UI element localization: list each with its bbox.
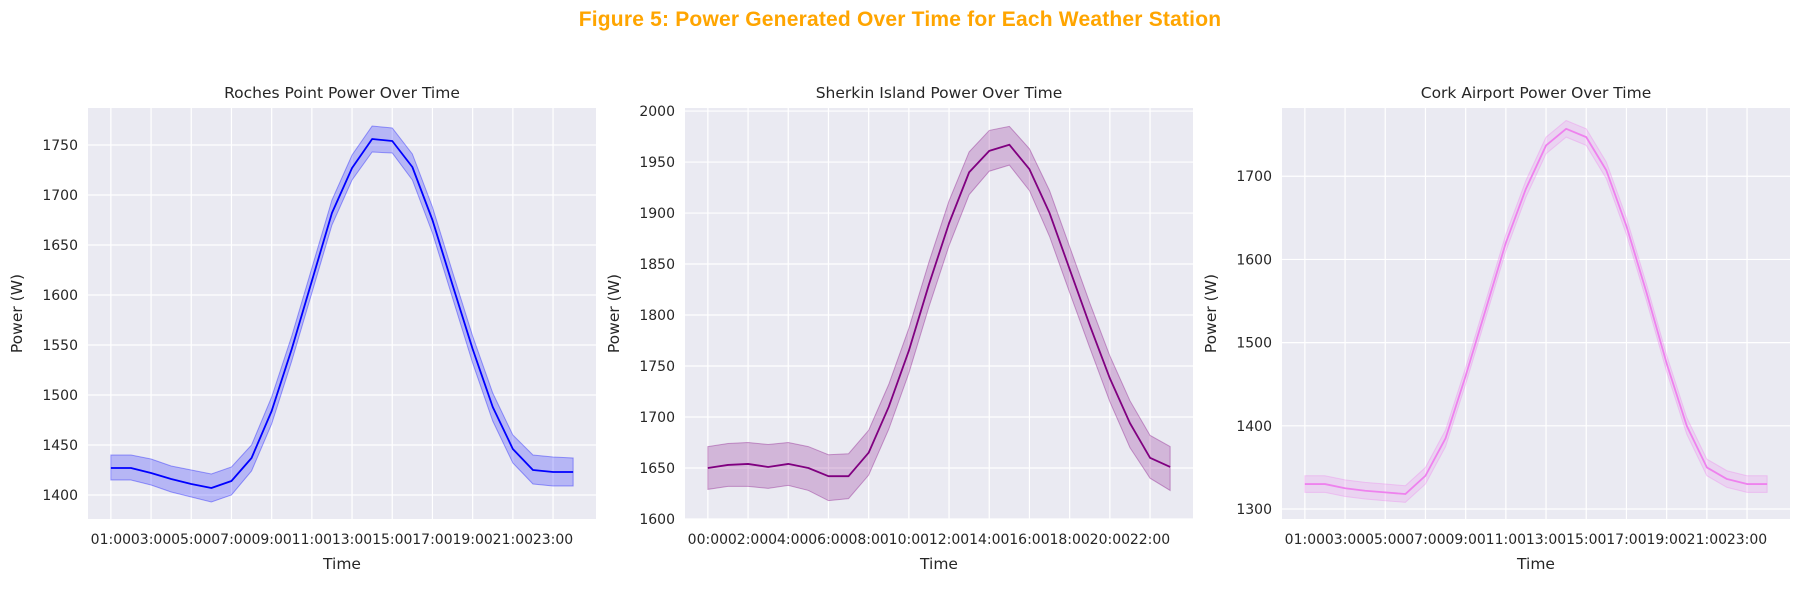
y-tick-label: 1550 [42, 338, 78, 354]
y-tick-label: 1900 [639, 206, 675, 222]
x-tick-label: 12:00 [929, 532, 969, 548]
x-tick-label: 05:00 [1365, 532, 1405, 548]
x-tick-label: 04:00 [768, 532, 808, 548]
x-tick-label: 11:00 [292, 532, 332, 548]
y-tick-label: 1750 [42, 138, 78, 154]
x-tick-label: 15:00 [1566, 532, 1606, 548]
x-tick-label: 13:00 [1526, 532, 1566, 548]
y-tick-label: 1300 [1236, 502, 1272, 518]
x-tick-label: 13:00 [332, 532, 372, 548]
series-line [1304, 127, 1768, 495]
confidence-band [707, 125, 1171, 502]
x-tick-label: 10:00 [889, 532, 929, 548]
x-tick-label: 23:00 [1727, 532, 1767, 548]
y-tick-label: 1650 [639, 461, 675, 477]
series-line [707, 143, 1171, 478]
chart-panel-1: 1400 1450 1500 1550 1600 1650 1700 1750 01:00 03:… [8, 84, 596, 573]
x-axis-label: Time [1516, 555, 1555, 573]
x-tick-label: 15:00 [372, 532, 412, 548]
chart-panel-3: 1300 1400 1500 1600 1700 01:00 03:00 05:00 07:00… [1202, 84, 1790, 573]
y-axis-label: Power (W) [605, 274, 623, 353]
x-tick-label: 23:00 [533, 532, 573, 548]
y-tick-label: 1400 [1236, 419, 1272, 435]
x-tick-label: 07:00 [211, 532, 251, 548]
x-tick-label: 11:00 [1486, 532, 1526, 548]
y-tick-label: 1500 [1236, 336, 1272, 352]
x-tick-label: 22:00 [1130, 532, 1170, 548]
x-tick-label: 21:00 [1687, 532, 1727, 548]
x-tick-label: 05:00 [171, 532, 211, 548]
figure-title: Figure 5: Power Generated Over Time for … [578, 8, 1222, 31]
panel-title: Cork Airport Power Over Time [1421, 84, 1652, 102]
x-tick-label: 03:00 [1325, 532, 1365, 548]
x-tick-label: 00:00 [688, 532, 728, 548]
x-tick-label: 01:00 [1285, 532, 1325, 548]
y-tick-label: 1950 [639, 155, 675, 171]
plot-background [88, 108, 596, 519]
y-tick-label: 1800 [639, 308, 675, 324]
x-axis-label: Time [919, 555, 958, 573]
panel-title: Sherkin Island Power Over Time [816, 84, 1063, 102]
series-line [110, 138, 574, 489]
x-tick-label: 17:00 [412, 532, 452, 548]
x-tick-label: 01:00 [91, 532, 131, 548]
y-tick-label: 1700 [1236, 169, 1272, 185]
y-tick-label: 1750 [639, 359, 675, 375]
y-tick-label: 1700 [42, 188, 78, 204]
x-tick-label: 19:00 [452, 532, 492, 548]
y-tick-label: 1700 [639, 410, 675, 426]
x-tick-label: 02:00 [728, 532, 768, 548]
x-tick-label: 03:00 [131, 532, 171, 548]
y-tick-label: 1600 [639, 512, 675, 528]
confidence-band [1304, 119, 1768, 503]
chart-panel-2: 1600 1650 1700 1750 1800 1850 1900 1950 2000 00:0… [605, 84, 1193, 573]
x-tick-label: 09:00 [1445, 532, 1485, 548]
x-tick-label: 19:00 [1646, 532, 1686, 548]
x-tick-label: 06:00 [808, 532, 848, 548]
x-tick-label: 09:00 [251, 532, 291, 548]
y-tick-label: 1400 [42, 488, 78, 504]
x-axis-label: Time [322, 555, 361, 573]
x-tick-label: 21:00 [493, 532, 533, 548]
y-axis-label: Power (W) [1202, 274, 1220, 353]
y-tick-label: 1600 [1236, 252, 1272, 268]
y-tick-label: 1850 [639, 257, 675, 273]
x-tick-label: 20:00 [1090, 532, 1130, 548]
x-tick-label: 16:00 [1009, 532, 1049, 548]
plot-background [685, 108, 1193, 519]
x-tick-label: 17:00 [1606, 532, 1646, 548]
y-tick-label: 2000 [639, 104, 675, 120]
y-tick-label: 1450 [42, 438, 78, 454]
x-tick-label: 14:00 [969, 532, 1009, 548]
x-tick-label: 07:00 [1405, 532, 1445, 548]
y-tick-label: 1650 [42, 238, 78, 254]
panel-title: Roches Point Power Over Time [224, 84, 460, 102]
y-axis-label: Power (W) [8, 274, 26, 353]
y-tick-label: 1500 [42, 388, 78, 404]
x-tick-label: 18:00 [1049, 532, 1089, 548]
x-tick-label: 08:00 [848, 532, 888, 548]
y-tick-label: 1600 [42, 288, 78, 304]
